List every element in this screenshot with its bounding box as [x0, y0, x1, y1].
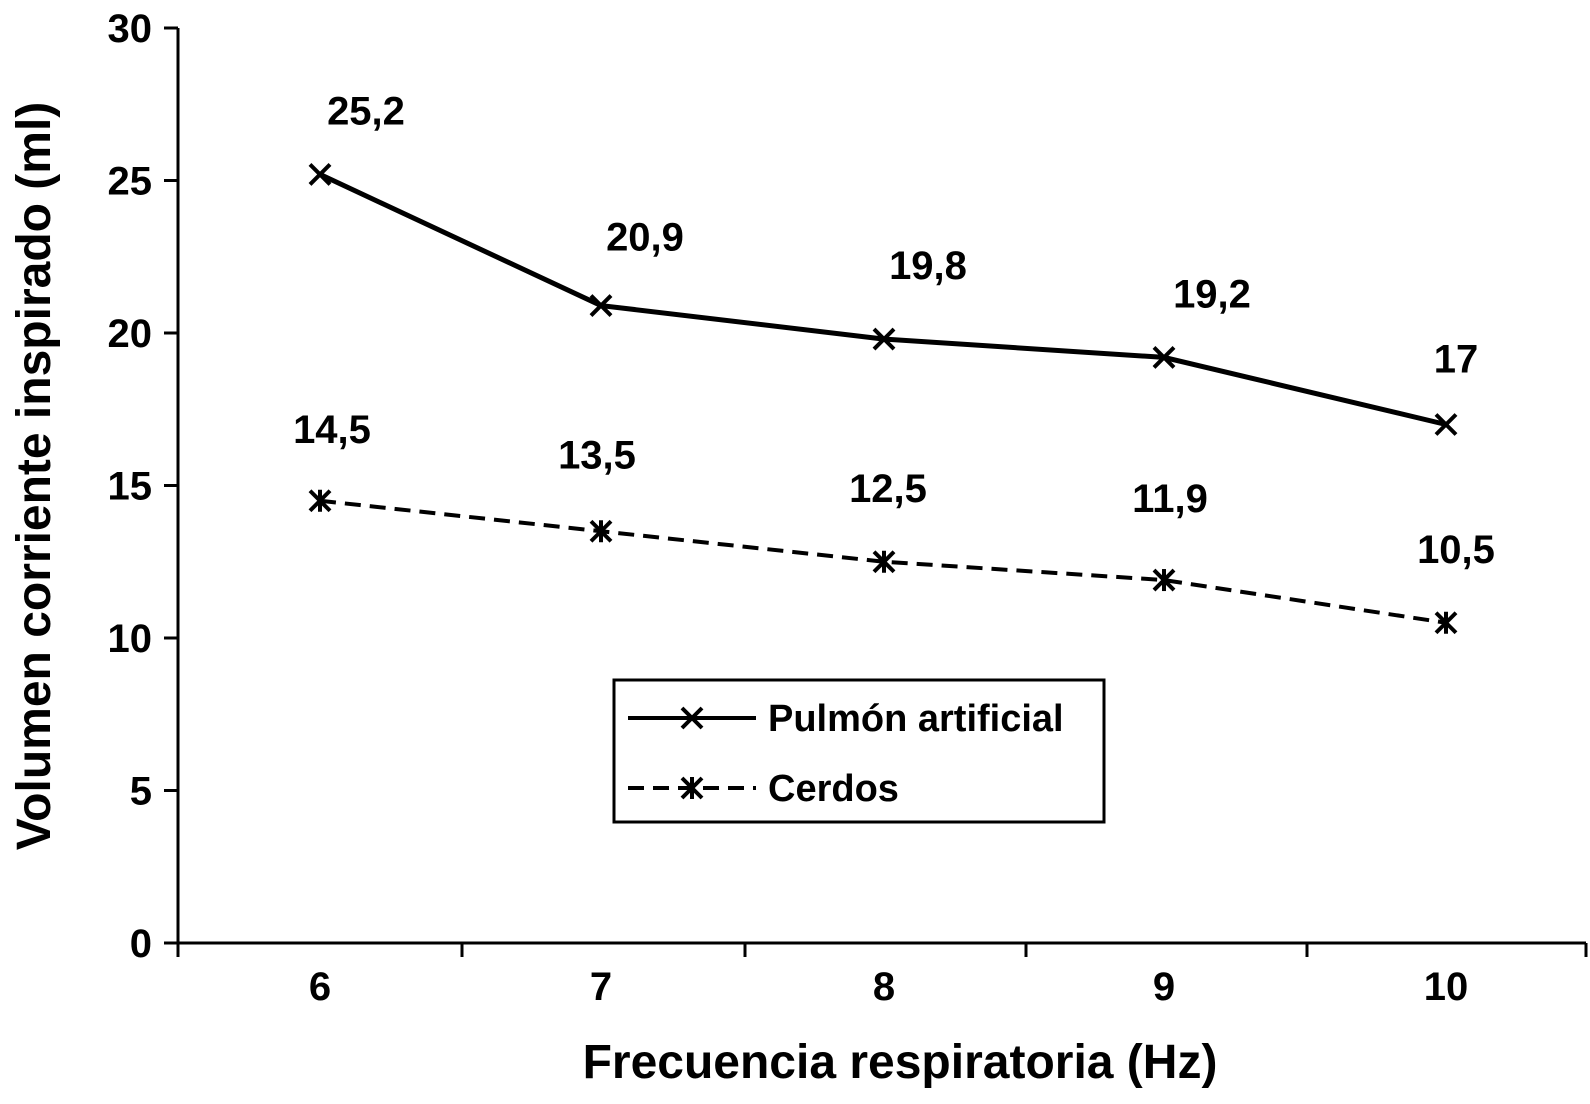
- data-point-marker: [872, 550, 896, 574]
- y-tick-label: 30: [108, 7, 153, 51]
- y-tick-label: 20: [108, 312, 153, 356]
- y-tick-label: 15: [108, 465, 153, 509]
- y-tick-label: 10: [108, 617, 153, 661]
- axes: 0 5 10 15 20 25 30 6 7 8 9 10: [108, 7, 1588, 1009]
- data-point-marker: [589, 294, 613, 317]
- legend-label: Pulmón artificial: [768, 698, 1064, 740]
- data-label: 11,9: [1132, 477, 1208, 521]
- y-tick-label: 25: [108, 160, 153, 204]
- x-tick-label: 8: [873, 965, 895, 1009]
- data-point-marker: [308, 162, 332, 186]
- data-point-marker: [1152, 568, 1176, 592]
- data-point-marker: [872, 327, 896, 351]
- data-point-marker: [308, 489, 332, 513]
- legend: Pulmón artificial Cerdos: [612, 678, 1106, 824]
- series-line: [319, 498, 1447, 625]
- data-label: 13,5: [558, 433, 636, 477]
- y-tick-label: 5: [130, 770, 152, 814]
- series-cerdos: [308, 489, 1458, 635]
- data-labels-group: 25,2 20,9 19,8 19,2 17 14,5 13,5 12,5 11,9 10,5: [293, 89, 1495, 571]
- data-label: 19,2: [1173, 272, 1251, 316]
- data-label: 25,2: [327, 89, 405, 133]
- data-label: 17: [1434, 338, 1479, 382]
- data-label: 12,5: [849, 467, 927, 511]
- legend-box: [612, 678, 1106, 824]
- data-point-marker: [1434, 413, 1458, 436]
- data-label: 19,8: [889, 244, 967, 288]
- series-group: [308, 162, 1458, 635]
- y-axis-title: Volumen corriente inspirado (ml): [8, 102, 61, 851]
- data-point-marker: [1152, 345, 1176, 369]
- series-pulmon-artificial: [308, 162, 1458, 436]
- marker-stroke: [1152, 345, 1176, 369]
- data-point-marker: [589, 519, 613, 543]
- x-tick-label: 9: [1153, 965, 1175, 1009]
- data-point-marker: [1434, 611, 1458, 635]
- series-line: [318, 172, 1447, 427]
- data-label: 20,9: [606, 216, 684, 260]
- marker-stroke: [1434, 413, 1458, 436]
- marker-stroke: [680, 706, 704, 730]
- x-tick-label: 10: [1424, 965, 1469, 1009]
- legend-marker: [680, 776, 704, 800]
- marker-stroke: [308, 162, 332, 186]
- data-label: 14,5: [293, 408, 371, 452]
- marker-stroke: [872, 327, 896, 351]
- data-label: 10,5: [1417, 528, 1495, 572]
- marker-stroke: [589, 294, 613, 317]
- legend-label: Cerdos: [768, 768, 899, 810]
- legend-marker: [680, 706, 704, 730]
- x-tick-label: 7: [590, 965, 612, 1009]
- x-axis-title: Frecuencia respiratoria (Hz): [583, 1036, 1218, 1089]
- y-tick-label: 0: [130, 922, 152, 966]
- x-tick-label: 6: [309, 965, 331, 1009]
